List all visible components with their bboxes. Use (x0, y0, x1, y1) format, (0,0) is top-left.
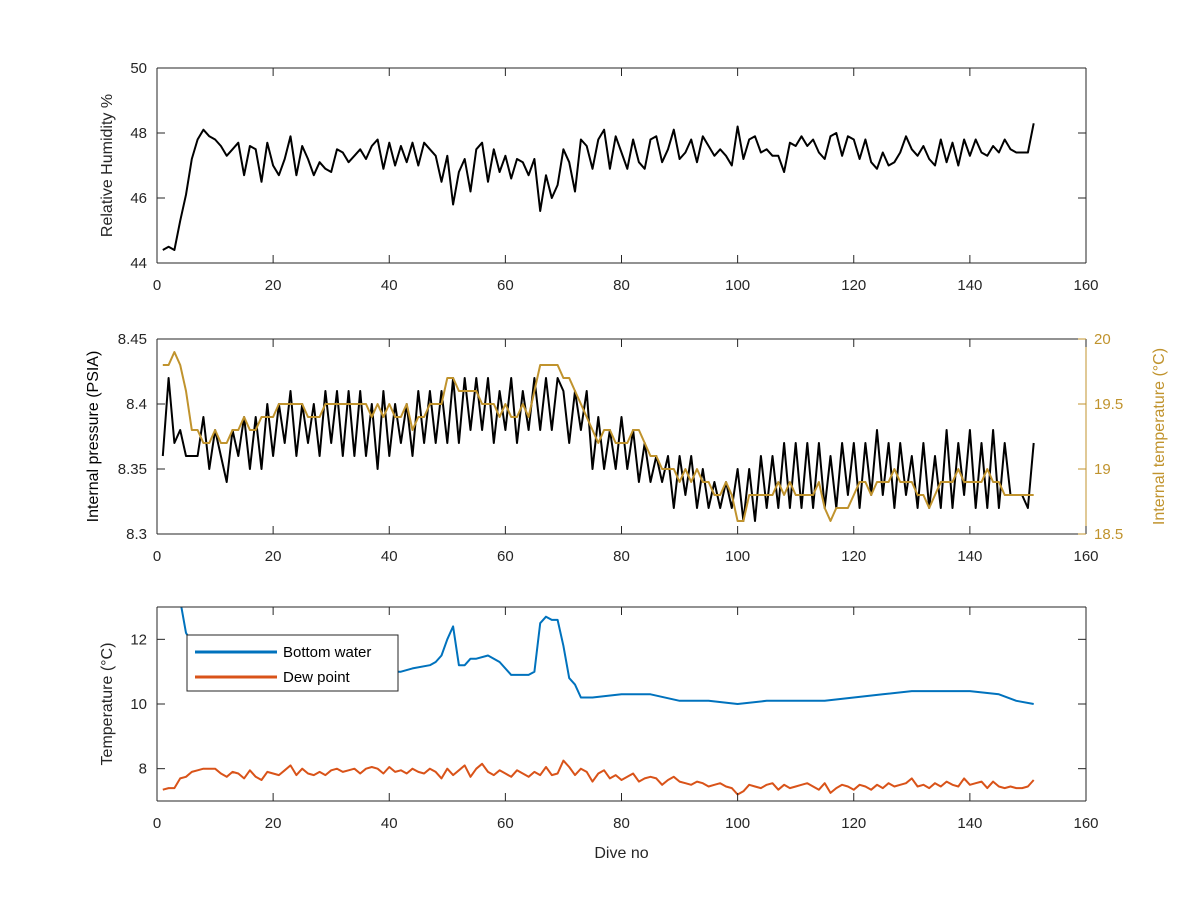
y-tick-label: 8.4 (126, 396, 147, 413)
y-tick-label: 8 (139, 761, 147, 778)
plot-background (157, 68, 1086, 263)
x-tick-label: 40 (381, 548, 398, 565)
x-tick-label: 60 (497, 815, 514, 832)
x-tick-label: 160 (1073, 548, 1098, 565)
y-axis-label: Temperature (°C) (99, 643, 116, 766)
series-line-1 (161, 377, 1035, 522)
x-axis-label: Dive no (594, 845, 648, 862)
legend-label: Bottom water (283, 644, 371, 661)
y2-tick-label: 19 (1094, 461, 1111, 478)
y-tick-label: 8.35 (118, 461, 147, 478)
x-tick-label: 160 (1073, 815, 1098, 832)
y-tick-label: 10 (130, 696, 147, 713)
y-tick-label: 44 (130, 255, 147, 272)
subplot-2: 0 20 40 60 80 100 120 140 160 8.3 8.35 8.4 8.45 18.5 1… (85, 331, 1168, 565)
x-tick-label: 120 (841, 815, 866, 832)
y-axis-label: Relative Humidity % (99, 94, 116, 237)
y-tick-label: 46 (130, 190, 147, 207)
x-tick-label: 0 (153, 548, 161, 565)
y-tick-label: 8.45 (118, 331, 147, 348)
x-tick-label: 140 (957, 548, 982, 565)
subplot-1: 0 20 40 60 80 100 120 140 160 44 46 48 50 Relative Hu… (99, 60, 1099, 294)
y-axis-label: Internal pressure (PSIA) (85, 351, 102, 523)
series-line-2 (162, 351, 1034, 522)
x-tick-label: 40 (381, 815, 398, 832)
y-tick-label: 50 (130, 60, 147, 77)
series-line-dew-point (162, 759, 1035, 796)
x-tick-label: 100 (725, 277, 750, 294)
x-tick-label: 0 (153, 277, 161, 294)
legend-box (186, 634, 399, 692)
x-tick-label: 80 (613, 548, 630, 565)
x-tick-label: 140 (957, 815, 982, 832)
legend: Bottom water Dew point (186, 634, 399, 692)
x-tick-label: 140 (957, 277, 982, 294)
x-tick-label: 120 (841, 548, 866, 565)
x-tick-label: 40 (381, 277, 398, 294)
y2-tick-label: 18.5 (1094, 526, 1123, 543)
x-tick-label: 20 (265, 548, 282, 565)
y-tick-label: 8.3 (126, 526, 147, 543)
series-line-1 (162, 123, 1035, 251)
x-tick-label: 100 (725, 548, 750, 565)
legend-label: Dew point (283, 669, 351, 686)
subplot-3: 0 20 40 60 80 100 120 140 160 8 10 12 Temperature (°… (99, 606, 1099, 862)
y2-tick-label: 20 (1094, 331, 1111, 348)
y2-tick-label: 19.5 (1094, 396, 1123, 413)
x-tick-label: 20 (265, 277, 282, 294)
x-tick-label: 60 (497, 277, 514, 294)
x-tick-label: 80 (613, 815, 630, 832)
y-tick-label: 48 (130, 125, 147, 142)
y2-axis-label: Internal temperature (°C) (1151, 348, 1168, 525)
x-tick-label: 100 (725, 815, 750, 832)
x-tick-label: 80 (613, 277, 630, 294)
x-tick-label: 160 (1073, 277, 1098, 294)
x-tick-label: 20 (265, 815, 282, 832)
x-tick-label: 120 (841, 277, 866, 294)
x-tick-label: 0 (153, 815, 161, 832)
y-tick-label: 12 (130, 631, 147, 648)
x-tick-label: 60 (497, 548, 514, 565)
